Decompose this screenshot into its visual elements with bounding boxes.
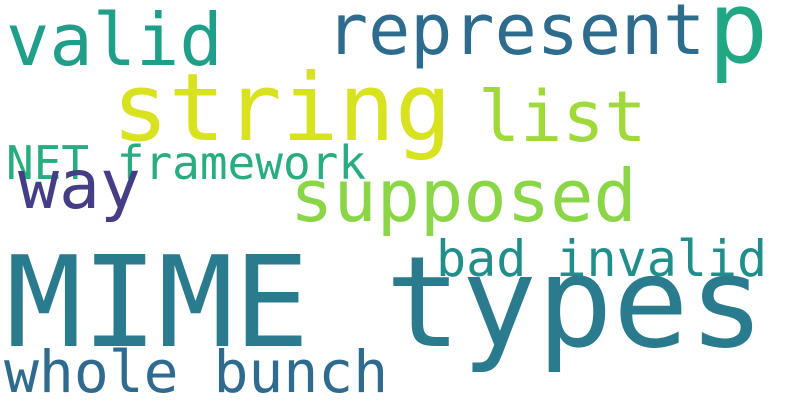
word-mime-types: MIME types — [6, 229, 765, 376]
word-valid: valid — [6, 0, 223, 82]
word-bad-invalid: bad invalid — [436, 230, 768, 288]
word-p: p — [708, 0, 769, 86]
word-string: string — [112, 54, 452, 163]
word-way: way — [18, 146, 141, 225]
word-list: list — [478, 76, 647, 158]
word-represent: represent — [326, 0, 706, 71]
word-whole-bunch: whole bunch — [4, 338, 389, 406]
word-net-framework: NET framework — [6, 136, 367, 190]
word-supposed: supposed — [290, 154, 637, 238]
